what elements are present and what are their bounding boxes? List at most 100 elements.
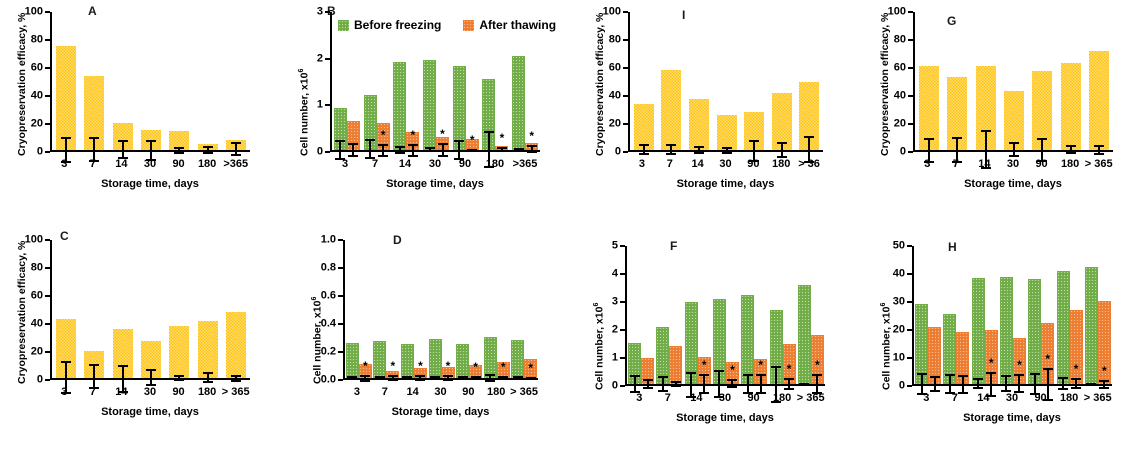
bar-group [1085,12,1113,155]
bar [999,277,1013,393]
y-tick-label: 0 [898,379,905,392]
bar: * [984,330,998,397]
y-tick-label: 100 [24,233,43,246]
error-bar [61,136,72,163]
significance-asterisk: * [1045,352,1051,367]
panel-c: C 0 20 40 60 80 100 3 7 14 30 90 180 > 365 Cryopreserv… [0,228,285,474]
plot-area-b: 0 1 2 3 * * * * * * 3 7 14 30 90 180 >365 [317,6,540,170]
y-tick [45,323,50,325]
error-bar [799,383,810,386]
y-tick-label: 0.4 [320,317,336,330]
y-tick-label: 20 [892,323,905,336]
x-axis-title: Storage time, days [964,178,1062,190]
bar [799,82,820,163]
error-bar [1029,373,1040,396]
x-tick-label: 7 [664,392,671,404]
error-bar [742,374,753,395]
x-tick-label: 14 [398,158,412,170]
y-tick [45,295,50,297]
x-tick-label: 3 [341,158,349,170]
significance-asterisk: * [410,127,416,142]
error-bar [457,375,468,381]
bar-group [222,240,250,382]
y-axis-title-exponent: 6 [880,302,887,307]
panel-letter-a: A [88,4,97,18]
y-tick-label: 3 [316,5,323,18]
x-tick-label: 7 [371,158,379,170]
x-tick-label: 180 [772,392,792,404]
error-bar [61,361,72,395]
x-tick-label: 14 [690,392,703,404]
y-tick-label: 0.0 [320,373,336,386]
y-axis-title: Cryopreservation efficacy, % [16,240,28,384]
bar-group: * [373,240,401,381]
bar: * [725,362,739,388]
error-bar [89,137,100,162]
bar: * [1041,323,1055,401]
bar [1088,51,1109,155]
x-tick-label: 30 [143,158,157,170]
y-tick-label: 1.0 [320,233,336,246]
x-tick-label: 14 [691,158,704,170]
error-bar [670,380,681,388]
x-tick-label: 7 [952,158,959,170]
error-bar [1014,374,1025,394]
error-bar [89,364,100,390]
bar [744,112,765,162]
bar-group: * [684,246,712,399]
y-tick [620,245,625,247]
bar-groups [52,12,250,163]
bar: * [1012,337,1026,394]
bar-group: * [481,12,511,169]
bar [456,343,470,381]
y-tick-label: 0.2 [320,345,336,358]
y-axis-title-text: Cell number, x10 [298,72,311,156]
bar [346,121,360,157]
y-tick [338,323,343,325]
y-tick-label: 50 [892,239,905,252]
error-bar [117,364,128,393]
bar [688,98,709,155]
significance-asterisk: * [701,357,707,372]
y-tick [338,239,343,241]
bar-group [52,12,80,163]
legend-entry-before-freezing: Before freezing [338,18,441,32]
y-tick [338,351,343,353]
y-tick-label: 10 [892,351,905,364]
bar-group: * [421,12,451,158]
error-bar [727,378,738,388]
bar-groups: * * * * * * * [345,240,538,382]
x-tick-label: 90 [458,158,472,170]
x-tick-label: >365 [223,158,249,170]
x-tick-label: 7 [381,386,388,398]
x-tick-label: 90 [747,392,760,404]
bar-group: * [740,246,768,395]
error-bar [973,378,984,390]
bar [483,337,497,382]
bar [400,343,414,380]
bar-group [768,12,796,159]
bar: * [406,127,420,157]
x-tick-label: 180 [772,158,791,170]
error-bar [387,374,398,381]
error-bar [1042,368,1053,401]
bar-group [193,12,221,154]
panel-g: G 0 20 40 60 80 100 3 7 14 30 90 180 > 365 Cryopreserv… [855,0,1143,215]
bar [225,311,246,382]
y-tick [45,95,50,97]
error-bar [402,376,413,380]
y-tick [907,357,912,359]
bar [1084,267,1098,385]
x-tick-label: 7 [89,386,96,398]
y-tick-label: 60 [608,61,621,74]
x-axis-line [625,384,825,386]
y-tick [623,11,628,13]
bar-group: * [510,12,540,154]
y-tick [908,123,913,125]
error-bar [437,142,448,158]
bar [333,108,347,160]
error-bar [1086,382,1097,385]
error-bar [467,148,478,152]
y-tick [908,11,913,13]
y-tick [908,95,913,97]
